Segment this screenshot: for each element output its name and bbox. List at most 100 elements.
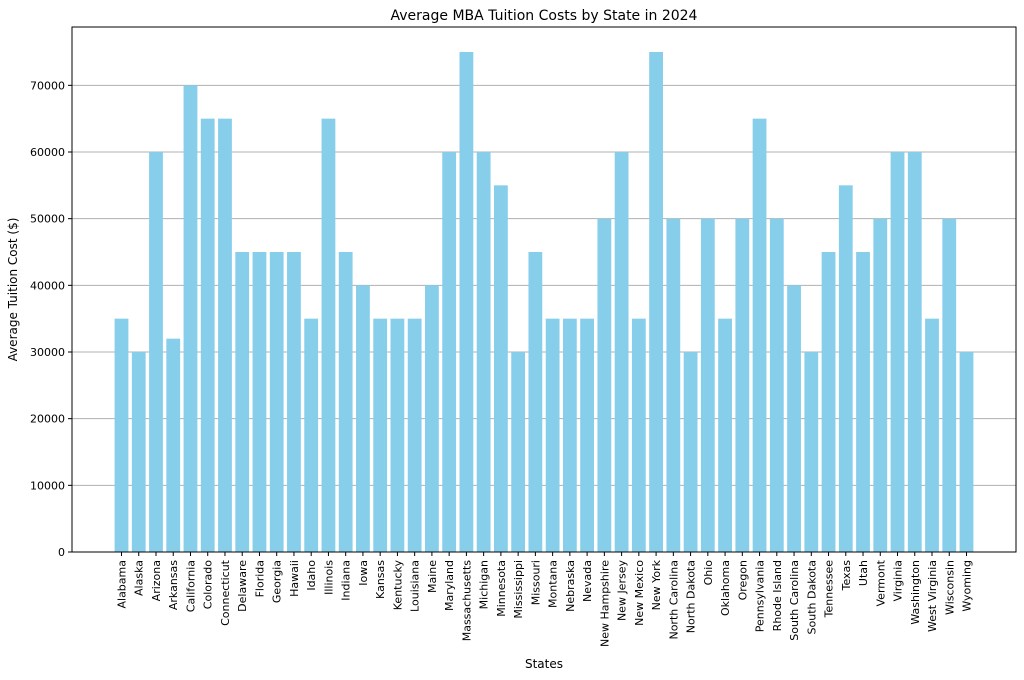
bar xyxy=(631,318,646,552)
bar xyxy=(338,252,353,552)
bar xyxy=(787,285,801,552)
bar xyxy=(356,285,370,552)
y-tick-label: 30000 xyxy=(30,346,65,359)
x-tick-label: Massachusetts xyxy=(460,560,473,642)
y-tick-label: 10000 xyxy=(30,479,65,492)
x-tick-label: Iowa xyxy=(357,560,370,586)
x-tick-label: Louisiana xyxy=(409,560,422,612)
bar xyxy=(718,318,732,552)
x-tick-label: Alaska xyxy=(133,560,146,596)
bar xyxy=(218,118,232,553)
x-tick-label: Colorado xyxy=(202,560,215,609)
bar xyxy=(735,218,750,552)
bar xyxy=(200,118,215,553)
y-tick-label: 0 xyxy=(58,546,65,559)
x-tick-label: West Virginia xyxy=(926,560,939,632)
y-axis-ticks: 0 10000 20000 30000 40000 50000 60000 70000 xyxy=(30,79,72,559)
y-tick-label: 50000 xyxy=(30,213,65,226)
x-tick-label: Arizona xyxy=(150,560,163,601)
x-tick-label: Georgia xyxy=(271,560,284,603)
x-tick-label: Mississippi xyxy=(512,560,525,619)
x-tick-label: Wyoming xyxy=(961,560,974,612)
bar xyxy=(700,218,715,552)
bar xyxy=(959,352,974,552)
x-tick-label: California xyxy=(184,560,197,612)
bar xyxy=(235,252,250,552)
bar xyxy=(890,152,905,552)
bar xyxy=(407,318,422,552)
bar xyxy=(114,318,129,552)
bar xyxy=(493,185,508,553)
bar xyxy=(442,152,457,552)
x-tick-label: Florida xyxy=(253,560,266,597)
bar xyxy=(614,152,629,552)
bar xyxy=(425,285,439,552)
bar xyxy=(183,85,198,552)
x-tick-label: Delaware xyxy=(236,560,249,612)
bar xyxy=(166,338,181,552)
x-tick-label: Oregon xyxy=(736,560,749,600)
x-tick-label: North Dakota xyxy=(685,560,698,633)
bar xyxy=(528,252,543,552)
bar xyxy=(804,352,819,552)
bar xyxy=(752,118,767,553)
x-tick-label: Arkansas xyxy=(167,560,180,610)
bar xyxy=(459,52,474,552)
x-tick-label: Maine xyxy=(426,560,439,593)
bar xyxy=(580,318,595,552)
bar xyxy=(252,252,267,552)
bar xyxy=(942,218,957,552)
x-tick-label: Nevada xyxy=(581,560,594,602)
y-tick-label: 20000 xyxy=(30,413,65,426)
x-tick-label: Ohio xyxy=(702,560,715,586)
bars-group xyxy=(114,52,974,553)
bar xyxy=(907,152,922,552)
bar xyxy=(769,218,784,552)
x-tick-label: Montana xyxy=(547,560,560,608)
bar xyxy=(149,152,163,552)
x-tick-label: Hawaii xyxy=(288,560,301,597)
x-tick-label: New Mexico xyxy=(633,560,646,626)
bar xyxy=(666,218,681,552)
y-tick-label: 60000 xyxy=(30,146,65,159)
x-tick-label: Rhode Island xyxy=(771,560,784,631)
x-tick-label: Kansas xyxy=(374,560,387,599)
x-tick-label: Nebraska xyxy=(564,560,577,612)
x-tick-label: Vermont xyxy=(874,559,887,606)
bar xyxy=(390,318,405,552)
bar xyxy=(856,252,870,552)
plot-frame xyxy=(71,26,1017,553)
x-tick-label: Washington xyxy=(909,560,922,625)
bar xyxy=(925,318,939,552)
x-tick-label: Oklahoma xyxy=(719,560,732,616)
x-tick-label: New York xyxy=(650,559,663,610)
bar xyxy=(476,152,491,552)
bar xyxy=(597,218,612,552)
x-tick-label: Indiana xyxy=(340,560,353,601)
x-tick-label: Utah xyxy=(857,560,870,586)
x-tick-label: Wisconsin xyxy=(943,560,956,615)
x-tick-label: New Jersey xyxy=(616,560,629,622)
x-tick-label: Pennsylvania xyxy=(754,560,767,632)
x-tick-label: New Hampshire xyxy=(598,560,611,647)
x-tick-label: Michigan xyxy=(478,560,491,609)
bar xyxy=(131,352,146,552)
bar xyxy=(287,252,301,552)
bar xyxy=(373,318,388,552)
x-tick-label: Minnesota xyxy=(495,560,508,617)
chart-title: Average MBA Tuition Costs by State in 20… xyxy=(391,8,698,24)
x-tick-label: Kentucky xyxy=(391,560,404,611)
bar xyxy=(545,318,560,552)
bar xyxy=(321,118,336,553)
x-tick-label: Connecticut xyxy=(219,559,232,626)
x-axis-label: States xyxy=(525,657,563,671)
x-tick-label: Missouri xyxy=(529,560,542,605)
y-axis-label: Average Tuition Cost ($) xyxy=(6,218,20,362)
x-axis-ticks: Alabama Alaska Arizona Arkansas California Co… xyxy=(116,552,974,647)
bar xyxy=(562,318,577,552)
bar xyxy=(511,352,526,552)
bar xyxy=(269,252,284,552)
x-tick-label: Maryland xyxy=(443,560,456,611)
x-tick-label: Illinois xyxy=(322,560,335,595)
